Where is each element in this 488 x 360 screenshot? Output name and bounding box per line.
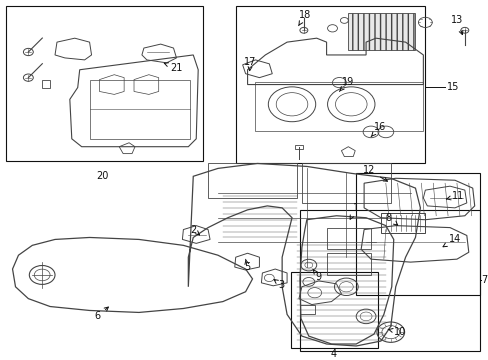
Bar xyxy=(355,173,479,295)
Text: 8: 8 xyxy=(385,213,397,225)
Bar xyxy=(290,272,377,348)
Text: 20: 20 xyxy=(96,171,108,181)
Bar xyxy=(299,305,314,314)
Bar xyxy=(235,6,425,163)
Text: 16: 16 xyxy=(370,122,385,137)
Text: 3: 3 xyxy=(274,280,284,290)
Text: 18: 18 xyxy=(298,10,310,26)
Bar xyxy=(301,163,390,203)
Text: 19: 19 xyxy=(339,77,354,91)
Text: 10: 10 xyxy=(387,327,405,337)
Text: 5: 5 xyxy=(244,259,250,272)
Text: 11: 11 xyxy=(446,191,463,201)
Bar xyxy=(299,210,479,351)
Bar xyxy=(380,213,425,233)
Text: 17: 17 xyxy=(244,57,256,71)
Text: 14: 14 xyxy=(442,234,460,247)
Bar xyxy=(6,6,203,161)
Bar xyxy=(208,163,296,198)
Bar xyxy=(294,145,302,149)
Text: 2: 2 xyxy=(190,225,199,235)
Text: 1: 1 xyxy=(349,203,359,219)
Text: 7: 7 xyxy=(481,275,487,285)
Text: 12: 12 xyxy=(362,165,386,181)
Bar xyxy=(347,13,415,50)
Bar xyxy=(326,228,370,249)
Text: 9: 9 xyxy=(312,269,321,282)
Bar xyxy=(326,253,370,275)
Bar xyxy=(89,80,190,139)
Text: 6: 6 xyxy=(94,307,108,321)
Bar xyxy=(255,82,423,131)
Text: 15: 15 xyxy=(446,81,459,91)
Text: 13: 13 xyxy=(450,15,462,35)
Text: 4: 4 xyxy=(330,349,336,359)
Text: 21: 21 xyxy=(164,63,183,73)
